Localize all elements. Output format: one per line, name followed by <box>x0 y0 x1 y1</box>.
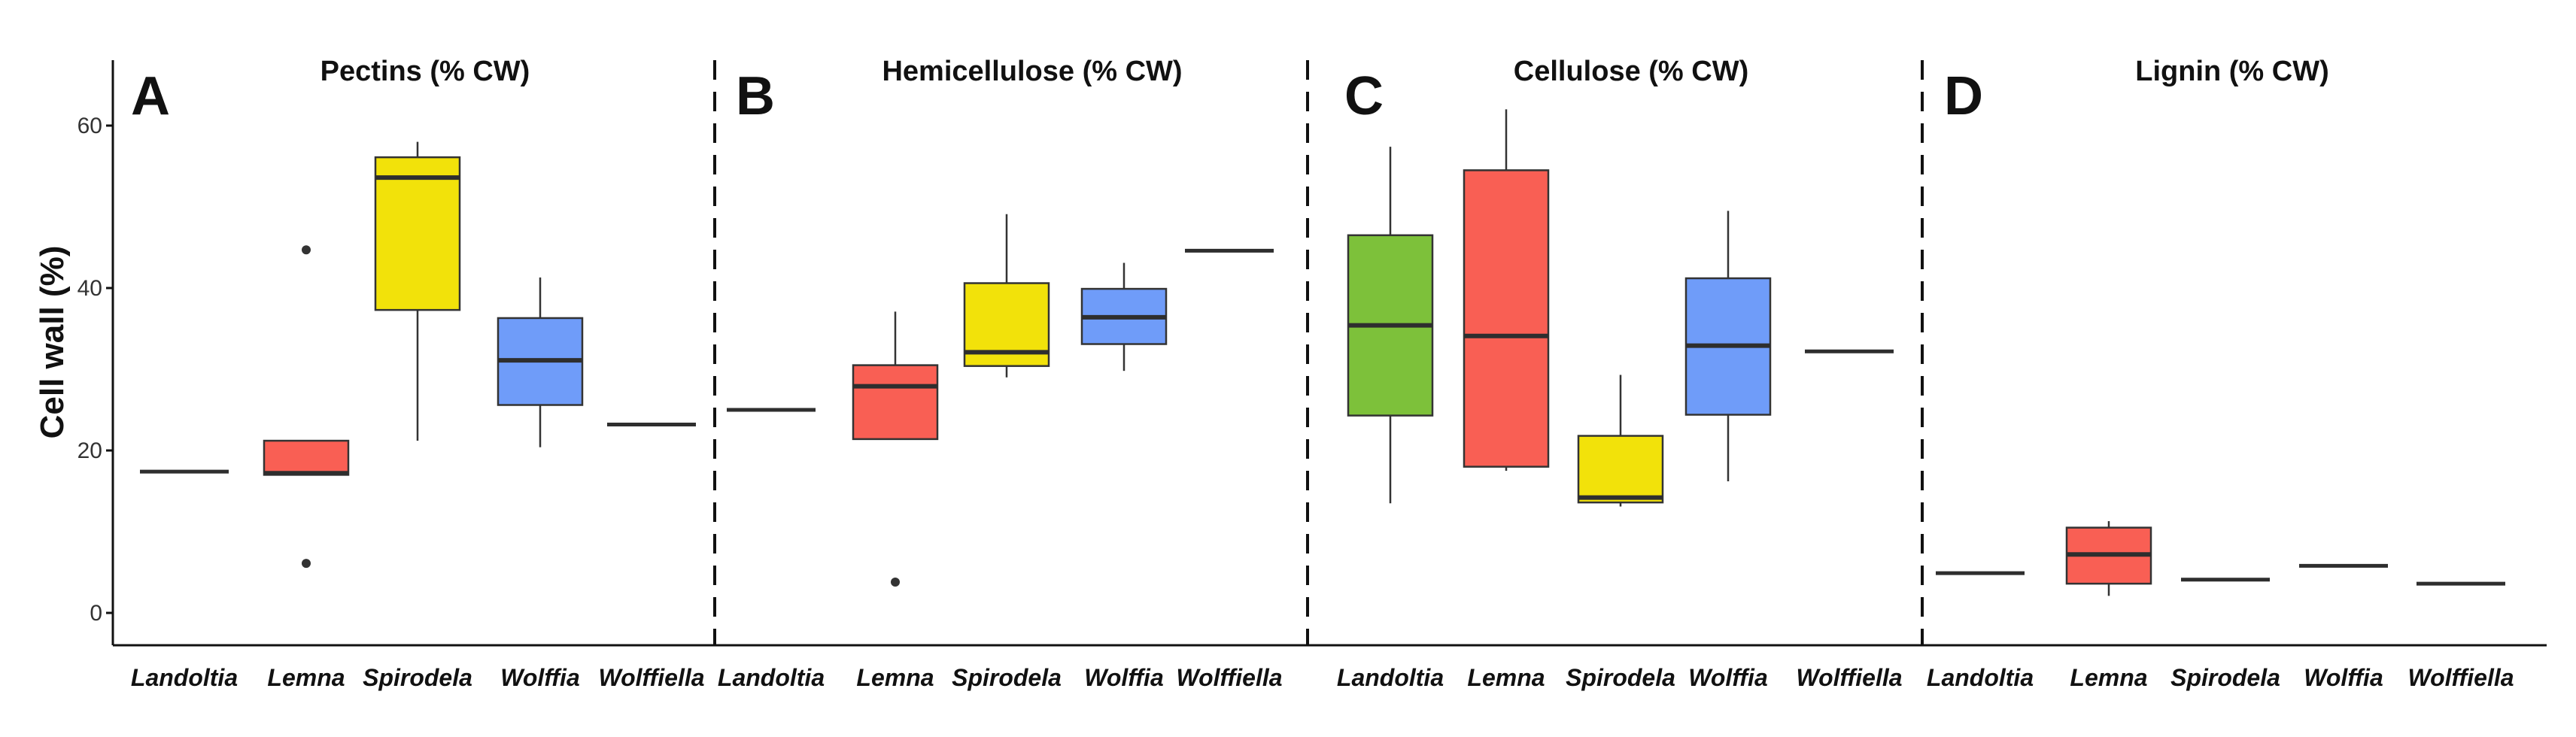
box-b-wolffia <box>1080 262 1168 372</box>
panel-letter-d: D <box>1944 66 1983 126</box>
box-c-spirodela <box>1577 375 1664 507</box>
panel-labels: A Pectins (% CW) B Hemicellulose (% CW) C Cel… <box>131 56 2329 126</box>
x-category-labels: Landoltia Lemna Spirodela Wolffia Wolffiella… <box>131 664 2514 691</box>
panel-title-b: Hemicellulose (% CW) <box>882 56 1182 87</box>
box-body-a-spirodela <box>374 156 461 311</box>
panel-letter-a: A <box>131 66 170 126</box>
box-c-lemna <box>1463 109 1550 471</box>
x-label-a-wolffia: Wolffia <box>500 664 579 691</box>
panel-title-c: Cellulose (% CW) <box>1514 56 1748 87</box>
box-b-lemna <box>852 311 939 587</box>
box-plots <box>140 109 2505 596</box>
x-label-d-spirodela: Spirodela <box>2170 664 2280 691</box>
y-tick-label-0: 0 <box>90 601 102 626</box>
x-label-b-spirodela: Spirodela <box>952 664 1062 691</box>
box-a-lemna <box>263 245 350 569</box>
y-axis-ticks: 0 20 40 60 <box>77 114 113 626</box>
x-label-c-lemna: Lemna <box>1467 664 1545 691</box>
outlier-point-b-lemna-1 <box>891 577 900 587</box>
box-c-wolffia <box>1684 211 1772 482</box>
x-label-b-wolffiella: Wolffiella <box>1176 664 1282 691</box>
box-d-lemna <box>2065 520 2152 596</box>
x-label-a-landoltia: Landoltia <box>131 664 238 691</box>
x-label-b-wolffia: Wolffia <box>1084 664 1163 691</box>
x-label-b-landoltia: Landoltia <box>718 664 825 691</box>
x-label-d-wolffia: Wolffia <box>2304 664 2383 691</box>
box-a-spirodela <box>374 141 461 441</box>
x-label-c-spirodela: Spirodela <box>1566 664 1675 691</box>
y-axis-title: Cell wall (%) <box>34 246 71 439</box>
panel-title-d: Lignin (% CW) <box>2135 56 2328 87</box>
y-tick-label-40: 40 <box>77 276 102 301</box>
box-body-c-lemna <box>1463 169 1550 468</box>
x-label-d-lemna: Lemna <box>2070 664 2147 691</box>
x-label-a-spirodela: Spirodela <box>363 664 472 691</box>
chart-labels: Cell wall (%) <box>34 246 71 439</box>
panel-dividers <box>713 60 1924 645</box>
outlier-point-a-lemna-1 <box>302 245 311 255</box>
box-a-wolffia <box>497 277 584 447</box>
x-label-b-lemna: Lemna <box>856 664 934 691</box>
x-label-d-wolffiella: Wolffiella <box>2407 664 2514 691</box>
x-label-a-lemna: Lemna <box>267 664 345 691</box>
outlier-point-a-lemna-2 <box>302 559 311 569</box>
x-label-c-landoltia: Landoltia <box>1337 664 1444 691</box>
box-body-c-spirodela <box>1577 435 1664 504</box>
panel-title-a: Pectins (% CW) <box>320 56 530 87</box>
box-b-spirodela <box>963 214 1050 378</box>
axes <box>111 60 2547 647</box>
x-label-d-landoltia: Landoltia <box>1927 664 2034 691</box>
box-c-landoltia <box>1347 147 1434 504</box>
y-tick-label-60: 60 <box>77 114 102 138</box>
x-label-a-wolffiella: Wolffiella <box>598 664 704 691</box>
panel-letter-b: B <box>736 66 775 126</box>
y-tick-label-20: 20 <box>77 438 102 463</box>
x-label-c-wolffiella: Wolffiella <box>1796 664 1902 691</box>
panel-letter-c: C <box>1344 66 1384 126</box>
box-body-b-lemna <box>852 364 939 441</box>
x-label-c-wolffia: Wolffia <box>1688 664 1767 691</box>
box-body-a-lemna <box>263 439 350 476</box>
